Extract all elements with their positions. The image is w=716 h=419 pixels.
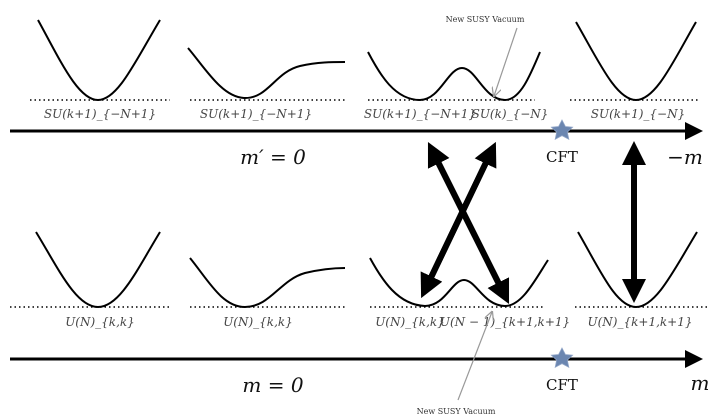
top-axis-left-label: m′ = 0 bbox=[240, 145, 306, 169]
cross-arrow-1-down bbox=[429, 148, 510, 305]
top-label-3: SU(k+1)_{−N+1} bbox=[364, 107, 476, 121]
bottom-potential-3 bbox=[369, 257, 549, 308]
bottom-potential-2 bbox=[189, 257, 346, 309]
top-label-1: SU(k+1)_{−N+1} bbox=[44, 107, 156, 121]
bottom-cft-star-icon bbox=[550, 347, 574, 368]
bottom-annotation-arrow bbox=[457, 312, 492, 401]
top-label-5: SU(k+1)_{−N} bbox=[591, 107, 685, 121]
top-cft-star-icon bbox=[550, 119, 574, 140]
bottom-label-3: U(N)_{k,k} bbox=[375, 315, 445, 329]
top-potential-2 bbox=[187, 47, 346, 100]
top-potential-4 bbox=[575, 21, 697, 102]
bottom-annotation: New SUSY Vacuum bbox=[417, 407, 496, 416]
bottom-axis-left-label: m = 0 bbox=[242, 373, 303, 397]
top-axis-right-label: −m bbox=[667, 145, 703, 169]
top-cft-label: CFT bbox=[546, 148, 578, 166]
top-annotation-arrow bbox=[494, 27, 518, 96]
top-label-4: SU(k)_{−N} bbox=[472, 107, 549, 121]
bottom-label-4: U(N − 1)_{k+1,k+1} bbox=[440, 315, 570, 329]
bottom-cft-label: CFT bbox=[546, 376, 578, 394]
bottom-label-1: U(N)_{k,k} bbox=[65, 315, 135, 329]
bottom-potential-1 bbox=[35, 231, 161, 309]
top-potential-1 bbox=[37, 19, 161, 102]
bottom-label-5: U(N)_{k+1,k+1} bbox=[588, 315, 693, 329]
cross-arrow-2-down bbox=[420, 148, 495, 299]
top-potential-3 bbox=[367, 51, 541, 102]
bottom-label-2: U(N)_{k,k} bbox=[223, 315, 293, 329]
top-annotation: New SUSY Vacuum bbox=[446, 15, 525, 24]
top-label-2: SU(k+1)_{−N+1} bbox=[200, 107, 312, 121]
bottom-potential-4 bbox=[577, 231, 698, 309]
bottom-axis-right-label: m bbox=[691, 371, 710, 395]
